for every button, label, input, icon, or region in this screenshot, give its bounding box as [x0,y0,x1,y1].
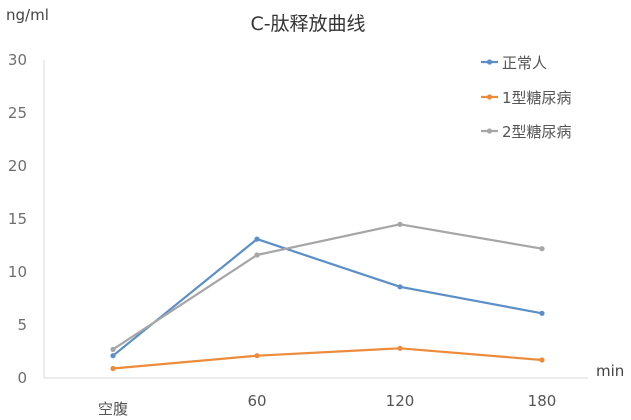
y-tick-label: 15 [8,210,27,228]
legend-entry-label: 2型糖尿病 [502,123,572,141]
y-tick-label: 25 [8,104,27,122]
y-tick-label: 10 [8,263,27,281]
data-point [254,236,260,242]
series-line-0 [111,238,544,357]
y-axis-unit-label: ng/ml [6,6,49,24]
chart-title: C-肽释放曲线 [250,13,365,35]
x-category-label: 120 [386,392,415,410]
x-axis-ticks: 空腹 60 120 180 [98,392,556,418]
legend-entry-label: 1型糖尿病 [502,89,572,107]
y-tick-label: 0 [17,369,27,387]
data-point [539,357,545,363]
data-point [397,221,403,227]
legend-swatch-marker [486,59,493,65]
x-category-label: 180 [528,392,557,410]
y-tick-label: 20 [8,157,27,175]
x-category-label: 空腹 [98,400,128,418]
data-point [539,310,545,316]
data-point [110,365,116,372]
y-tick-label: 5 [17,316,27,334]
series-line-2 [111,223,544,351]
legend: 正常人 1型糖尿病 2型糖尿病 [481,54,572,141]
y-axis-ticks: 0 5 10 15 20 25 30 [8,51,27,387]
legend-swatch-marker [486,128,493,134]
y-tick-label: 30 [8,51,27,69]
data-point [539,246,545,252]
data-point [254,252,260,258]
x-axis-unit-label: min [596,362,624,380]
data-point [110,353,116,359]
data-point [397,345,403,351]
legend-entry-label: 正常人 [502,54,547,72]
series-line-1 [111,347,544,370]
data-point [110,346,116,352]
x-category-label: 60 [247,392,266,410]
series-group [110,221,545,372]
data-point [254,353,260,359]
data-point [397,284,403,290]
legend-swatch-marker [486,94,493,100]
